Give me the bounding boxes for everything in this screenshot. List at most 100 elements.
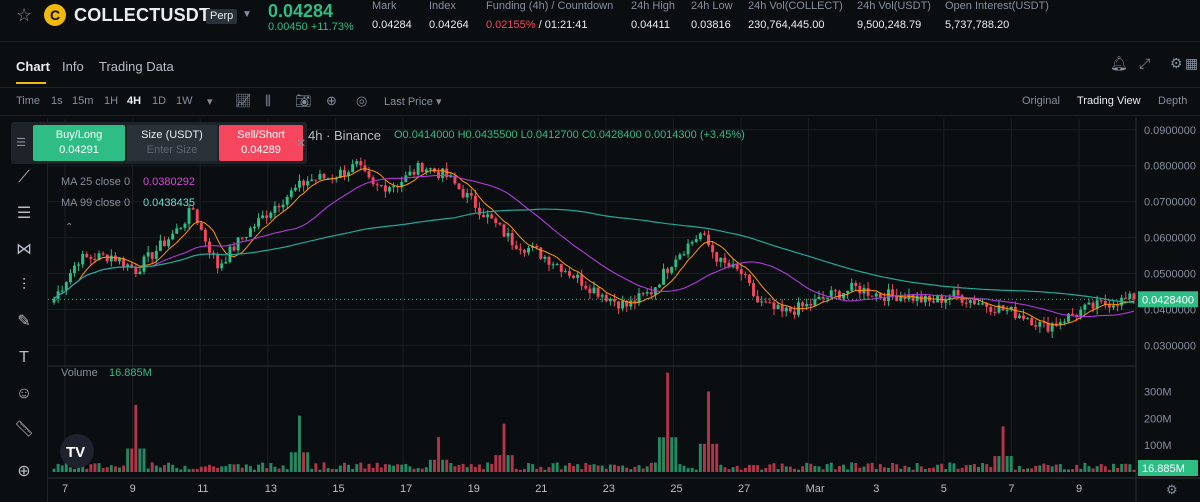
brush-icon[interactable]: ✎: [17, 313, 31, 330]
drag-handle-icon[interactable]: ☰: [16, 137, 26, 149]
volume-bar: [792, 468, 796, 472]
volume-bar: [1116, 467, 1120, 472]
trend-line-icon[interactable]: ⟋: [18, 169, 30, 186]
interval-1d[interactable]: 1D: [152, 95, 167, 107]
candle: [600, 295, 604, 297]
candle: [428, 168, 432, 170]
candle: [306, 180, 310, 186]
favorite-star-icon[interactable]: ☆: [16, 5, 33, 25]
text-tool-icon[interactable]: T: [19, 349, 29, 366]
volume-bar: [756, 465, 760, 472]
volume-bar: [449, 463, 453, 472]
close-order-widget-icon[interactable]: ✕: [296, 136, 307, 150]
volume-bar: [662, 437, 666, 472]
volume-bar: [473, 466, 477, 472]
candle: [167, 239, 171, 247]
volume-bar: [1046, 464, 1050, 472]
alert-bell-icon[interactable]: 🔔︎: [1110, 55, 1128, 71]
horizontal-lines-icon[interactable]: ☰: [16, 205, 32, 222]
target-icon[interactable]: ◎: [356, 93, 368, 108]
candle: [567, 271, 571, 276]
expand-icon[interactable]: ⤢: [1139, 55, 1151, 71]
volume-bar: [212, 466, 216, 472]
volume-bar: [858, 467, 862, 472]
indicators-icon[interactable]: 📈︎: [235, 93, 252, 108]
volume-bar: [302, 452, 306, 472]
buy-long-button[interactable]: Buy/Long 0.04291: [33, 125, 125, 161]
interval-4h[interactable]: 4H: [127, 95, 142, 107]
candle: [649, 292, 653, 295]
zoom-in-icon[interactable]: ⊕: [17, 463, 31, 480]
volume-bar: [608, 464, 612, 472]
candle: [494, 218, 498, 224]
quick-order-widget: ☰ Buy/Long 0.04291 Size (USDT) Enter Siz…: [11, 122, 307, 164]
candle: [854, 282, 858, 286]
settings-icon[interactable]: ⚙: [1170, 55, 1183, 71]
volume-bar: [253, 469, 256, 472]
symbol-name[interactable]: COLLECTUSDT: [74, 5, 211, 25]
current-price-label: 0.0428400: [1142, 294, 1194, 306]
x-tick-label: 23: [603, 483, 615, 495]
view-trading-view[interactable]: Trading View: [1077, 95, 1141, 107]
screenshot-icon[interactable]: 📷︎: [295, 93, 312, 108]
candle: [690, 241, 694, 244]
chart-toolbar: Time 1s 15m 1H 4H 1D 1W ▾ 📈︎ ⫼ 📷︎ ⊕ ◎ La…: [0, 88, 1200, 116]
volume-bar: [592, 464, 596, 472]
volume-bar: [723, 467, 727, 472]
tab-trading-data[interactable]: Trading Data: [99, 59, 174, 74]
candle: [441, 168, 445, 179]
interval-1h[interactable]: 1H: [104, 95, 119, 107]
candle: [698, 233, 702, 240]
tab-info[interactable]: Info: [62, 59, 84, 74]
x-tick-label: 15: [332, 483, 344, 495]
symbol-dropdown-icon[interactable]: ▼: [242, 9, 252, 20]
volume-bar: [322, 462, 326, 472]
volume-bar: [1103, 466, 1107, 472]
chart-canvas[interactable]: 0.0900000 0.0800000 0.0700000 0.0600000 0.05…: [48, 118, 1200, 502]
volume-bar: [306, 452, 310, 472]
price-chart[interactable]: 0.0900000 0.0800000 0.0700000 0.0600000 0.05…: [48, 118, 1200, 502]
candle: [645, 292, 649, 294]
volume-bar: [911, 469, 915, 472]
tab-chart[interactable]: Chart: [16, 59, 50, 74]
fib-tool-icon[interactable]: ⫶: [21, 277, 26, 294]
candle: [629, 300, 633, 307]
view-depth[interactable]: Depth: [1158, 95, 1188, 107]
emoji-icon[interactable]: ☺: [15, 385, 33, 402]
candle: [302, 180, 306, 186]
add-indicator-icon[interactable]: ⊕: [326, 93, 337, 108]
collapse-legend-icon[interactable]: ⌃: [65, 222, 74, 233]
interval-1w[interactable]: 1W: [176, 95, 193, 107]
volume-bar: [850, 462, 854, 472]
candle: [244, 236, 248, 238]
candle: [1107, 304, 1111, 308]
candle-type-icon[interactable]: ⫼: [265, 93, 271, 108]
view-original[interactable]: Original: [1022, 95, 1060, 107]
candle: [1054, 323, 1058, 325]
candle: [498, 223, 502, 225]
candle: [1030, 318, 1034, 326]
candle: [113, 255, 117, 262]
pattern-tool-icon[interactable]: ⋈: [16, 241, 32, 258]
interval-15m[interactable]: 15m: [72, 95, 94, 107]
candle: [285, 196, 289, 205]
x-tick-label: 17: [400, 483, 412, 495]
size-input[interactable]: Size (USDT) Enter Size: [127, 125, 217, 161]
volume-bar: [764, 467, 768, 472]
volume-bar: [285, 469, 289, 472]
volume-bar: [797, 469, 801, 472]
volume-bar: [1124, 463, 1128, 472]
candle: [563, 271, 567, 273]
interval-1s[interactable]: 1s: [51, 95, 63, 107]
candle: [1095, 300, 1099, 309]
sell-short-button[interactable]: Sell/Short 0.04289: [219, 125, 303, 161]
candle: [580, 274, 584, 286]
ruler-icon[interactable]: 📏︎: [13, 421, 35, 438]
price-type-select[interactable]: Last Price ▾: [384, 96, 442, 108]
volume-bar: [707, 391, 711, 472]
layout-grid-icon[interactable]: ▦: [1185, 55, 1199, 71]
volume-bar: [101, 468, 105, 472]
candle: [257, 218, 261, 227]
more-intervals-icon[interactable]: ▾: [207, 96, 213, 108]
interval-time[interactable]: Time: [16, 95, 41, 107]
